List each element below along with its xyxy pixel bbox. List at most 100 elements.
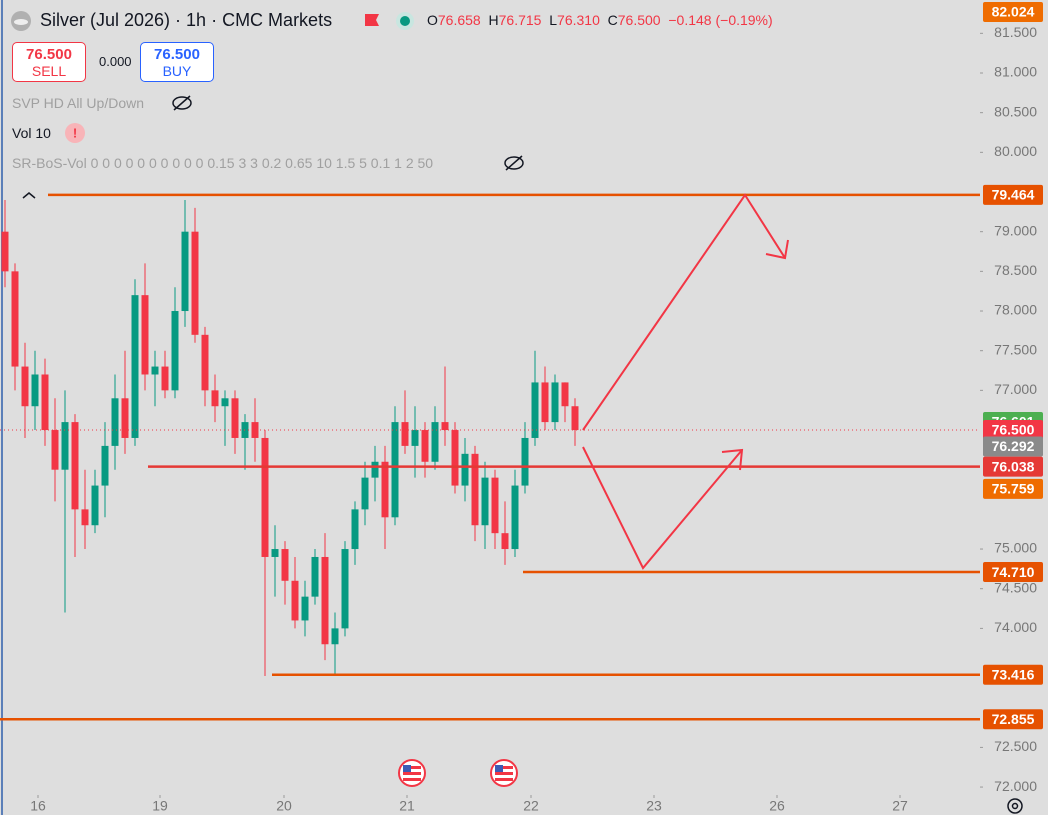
candle-body: [401, 422, 409, 446]
x-tick-label: 26: [769, 798, 785, 814]
candle-body: [91, 485, 99, 526]
candle-body: [371, 461, 379, 478]
candle-body: [1, 231, 9, 272]
candle-body: [221, 398, 229, 407]
ohlc-key: L: [549, 12, 558, 28]
event-icon[interactable]: [490, 759, 518, 787]
price-badge: [983, 436, 1043, 457]
price-badge-label: 75.759: [992, 481, 1035, 497]
ohlc-value: 76.500: [617, 12, 661, 28]
price-badge: [983, 456, 1043, 477]
price-badge-label: 72.855: [992, 711, 1035, 727]
candle-body: [541, 382, 549, 423]
sell-button[interactable]: 76.500 SELL: [12, 42, 86, 82]
arrow-head: [721, 448, 744, 471]
sell-label: SELL: [31, 63, 67, 79]
candle-body: [291, 580, 299, 621]
y-tick-label: 78.000: [994, 302, 1037, 318]
candle-body: [81, 509, 89, 526]
ohlc-key: O: [427, 12, 438, 28]
y-tick-label: 81.500: [994, 24, 1037, 40]
candle-body: [331, 628, 339, 645]
candle-body: [171, 311, 179, 391]
y-tick-label: 79.000: [994, 222, 1037, 238]
candle-body: [251, 422, 259, 438]
candle-body: [351, 509, 359, 550]
price-badge: [983, 664, 1043, 685]
flag-icon[interactable]: [365, 14, 379, 26]
indicator-label[interactable]: SR-BoS-Vol 0 0 0 0 0 0 0 0 0 0 0.15 3 3 …: [12, 155, 434, 171]
projection-down: [582, 446, 743, 570]
candle-body: [161, 366, 169, 391]
candle-body: [421, 430, 429, 462]
spread: 0.000: [99, 54, 132, 69]
buy-price: 76.500: [154, 46, 200, 63]
ohlc-value: 76.658: [437, 12, 481, 28]
candle-body: [41, 374, 49, 431]
candle-body: [191, 231, 199, 335]
x-tick-label: 19: [152, 798, 168, 814]
price-badge: [983, 709, 1043, 730]
candle-body: [181, 231, 189, 312]
buy-label: BUY: [162, 63, 192, 79]
x-tick-label: 27: [892, 798, 908, 814]
price-badge-label: 73.416: [992, 666, 1035, 682]
x-tick-label: 16: [30, 798, 46, 814]
price-badge: [983, 562, 1043, 583]
indicator-label[interactable]: SVP HD All Up/Down: [12, 95, 145, 111]
event-icon[interactable]: [398, 759, 426, 787]
candle-body: [551, 382, 559, 423]
buy-button[interactable]: 76.500 BUY: [140, 42, 214, 82]
warning-icon[interactable]: !: [65, 123, 85, 143]
candle-body: [501, 533, 509, 550]
candle-body: [71, 422, 79, 510]
candle-body: [461, 453, 469, 486]
hidden-icon[interactable]: [172, 95, 192, 111]
ohlc-value: 76.715: [498, 12, 542, 28]
candle-body: [261, 437, 269, 557]
candle-body: [131, 295, 139, 438]
x-tick-label: 22: [523, 798, 539, 814]
candle-body: [441, 422, 449, 431]
status-icon: [396, 12, 414, 30]
y-tick-label: 75.000: [994, 540, 1037, 556]
candle-body: [271, 549, 279, 557]
price-badge: [983, 184, 1043, 205]
sell-price: 76.500: [26, 46, 72, 63]
candle-body: [391, 422, 399, 518]
price-badge-label: 76.038: [992, 458, 1035, 474]
collapse-icon[interactable]: [22, 192, 36, 199]
candle-body: [281, 549, 289, 581]
price-badge-label: 76.292: [992, 438, 1035, 454]
price-change: −0.148 (−0.19%): [668, 12, 773, 28]
indicator-label[interactable]: Vol 10: [12, 125, 51, 141]
candle-body: [231, 398, 239, 438]
price-badge-label: 76.500: [992, 422, 1035, 438]
y-tick-label: 74.000: [994, 619, 1037, 635]
settings-icon[interactable]: [1007, 798, 1023, 814]
candle-body: [101, 445, 109, 486]
candle-body: [31, 374, 39, 407]
hidden-icon[interactable]: [504, 155, 524, 171]
ohlc-key: C: [607, 12, 618, 28]
ohlc-key: H: [488, 12, 499, 28]
candle-body: [321, 556, 329, 645]
candle-body: [241, 422, 249, 438]
candle-body: [341, 549, 349, 629]
price-badge-label: 79.464: [992, 187, 1035, 203]
candle-body: [301, 596, 309, 621]
x-tick-label: 20: [276, 798, 292, 814]
ohlc-value: 76.310: [557, 12, 600, 28]
y-tick-label: 80.000: [994, 143, 1037, 159]
candle-body: [531, 382, 539, 438]
candle-body: [411, 430, 419, 446]
candle-body: [381, 461, 389, 518]
y-tick-label: 81.000: [994, 64, 1037, 80]
candle-body: [121, 398, 129, 438]
y-tick-label: 80.500: [994, 103, 1037, 119]
candle-body: [201, 334, 209, 391]
x-tick-label: 23: [646, 798, 662, 814]
price-badge: [983, 2, 1043, 22]
symbol-icon: [11, 11, 31, 31]
